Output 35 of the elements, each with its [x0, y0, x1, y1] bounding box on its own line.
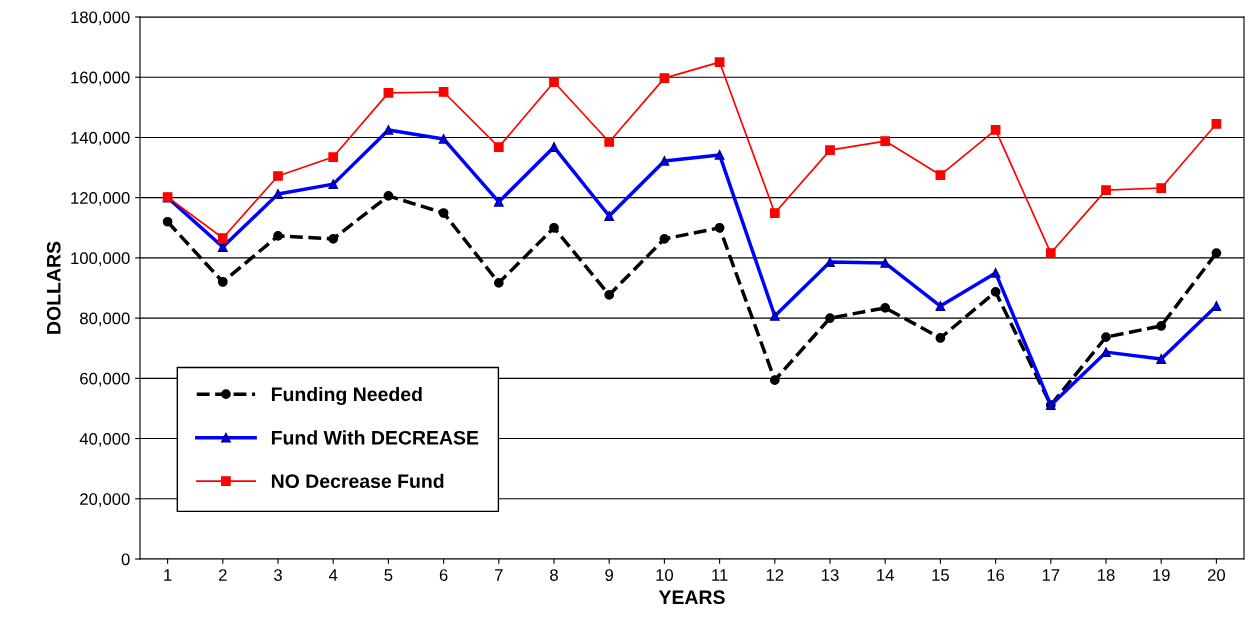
x-tick-label: 17	[1042, 569, 1060, 581]
y-tick-label: 140,000	[71, 131, 130, 146]
y-tick-label: 160,000	[71, 71, 130, 86]
legend-label: Funding Needed	[271, 386, 422, 406]
x-tick-label: 18	[1098, 569, 1115, 581]
x-axis-title: YEARS	[658, 590, 725, 605]
x-tick-label: 1	[164, 569, 172, 581]
x-tick-label: 13	[822, 569, 839, 581]
y-tick-label: 120,000	[71, 192, 130, 206]
x-tick-label: 3	[274, 569, 282, 581]
y-tick-label: 100,000	[71, 252, 130, 267]
x-tick-label: 15	[932, 569, 949, 581]
y-tick-label: 60,000	[80, 372, 130, 387]
x-tick-label: 10	[656, 569, 674, 581]
x-tick-label: 19	[1153, 569, 1170, 581]
x-tick-label: 8	[550, 569, 558, 581]
y-tick-label: 80,000	[80, 312, 130, 327]
x-tick-label: 11	[712, 569, 728, 581]
y-tick-label: 0	[121, 553, 130, 566]
y-tick-label: 20,000	[80, 493, 130, 507]
x-tick-label: 2	[219, 569, 227, 581]
x-tick-label: 16	[987, 569, 1005, 581]
x-tick-label: 6	[439, 569, 448, 581]
x-tick-label: 14	[877, 569, 894, 581]
x-tick-label: 5	[384, 569, 393, 581]
y-axis-title: DOLLARS	[46, 241, 61, 334]
legend-label: Fund With DECREASE	[271, 430, 479, 445]
x-tick-label: 12	[766, 569, 784, 581]
y-tick-label: 180,000	[71, 11, 130, 26]
legend-label: NO Decrease Fund	[271, 473, 444, 489]
x-tick-label: 20	[1207, 569, 1226, 581]
y-tick-label: 40,000	[79, 432, 130, 447]
x-tick-label: 4	[328, 569, 338, 581]
x-tick-label: 9	[605, 569, 614, 581]
x-tick-label: 7	[495, 569, 503, 581]
